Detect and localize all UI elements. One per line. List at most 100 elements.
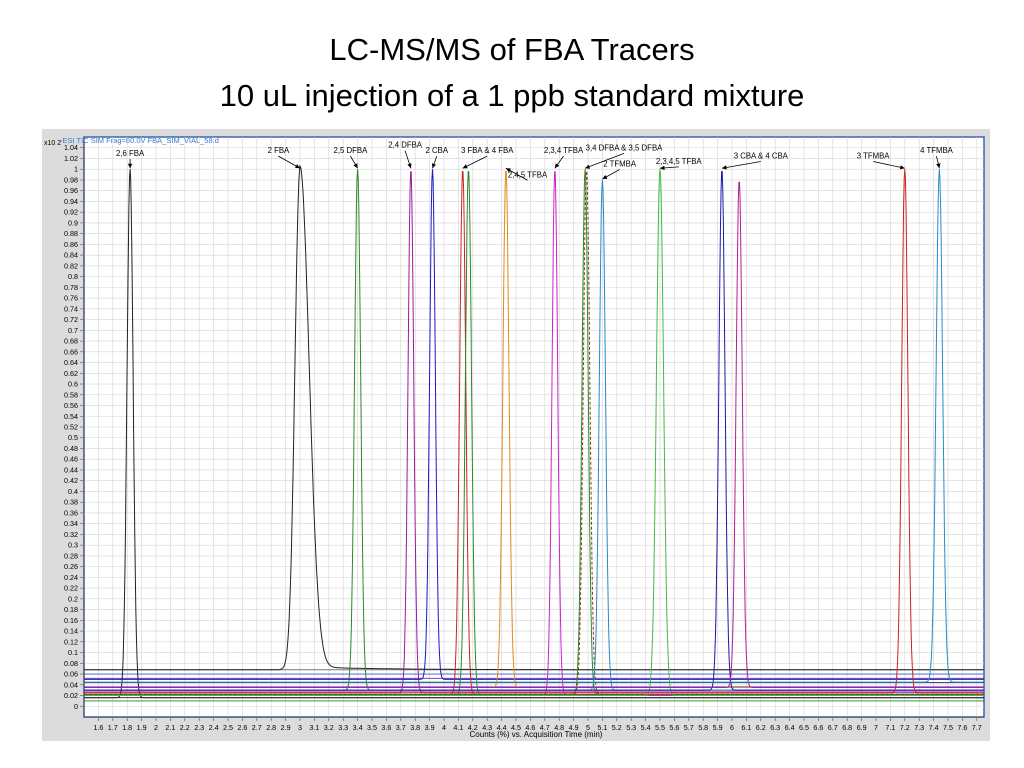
x-tick-label: 7.3 [914, 723, 924, 732]
series-line [84, 169, 984, 694]
x-tick-label: 5.9 [713, 723, 723, 732]
peak-arrowhead [127, 163, 133, 169]
y-tick-label: 0.54 [64, 412, 78, 421]
series-line [84, 181, 984, 688]
x-tick-label: 2.5 [223, 723, 233, 732]
y-tick-label: 0.72 [64, 315, 78, 324]
y-tick-label: 0.02 [64, 691, 78, 700]
axes: 1.6 1.7 1.8 1.9 2 2.1 2.2 2.3 2.4 2.5 2.6 2.7 2.8 2.9… [64, 137, 984, 732]
series-line [84, 169, 984, 683]
y-tick-label: 0.76 [64, 294, 78, 303]
x-tick-label: 3.1 [309, 723, 319, 732]
x-tick-label: 4 [442, 723, 446, 732]
y-tick-label: 0.32 [64, 530, 78, 539]
x-tick-label: 6.9 [857, 723, 867, 732]
x-tick-label: 4.6 [525, 723, 535, 732]
peak-label: 2 FBA [268, 146, 290, 155]
series-line [84, 169, 984, 695]
x-tick-label: 7.2 [900, 723, 910, 732]
peak-label: 4 TFMBA [920, 146, 954, 155]
y-tick-label: 0.92 [64, 208, 78, 217]
y-tick-label: 0.24 [64, 573, 78, 582]
y-tick-label: 0.5 [68, 433, 78, 442]
x-tick-label: 6.6 [813, 723, 823, 732]
x-tick-label: 5.3 [626, 723, 636, 732]
x-tick-label: 2 [154, 723, 158, 732]
peak-arrow [584, 153, 625, 169]
x-tick-label: 1.7 [108, 723, 118, 732]
x-tick-label: 6.7 [828, 723, 838, 732]
x-tick-label: 1.6 [93, 723, 103, 732]
peak-label: 2,3,4,5 TFBA [656, 157, 703, 166]
y-tick-label: 0.56 [64, 401, 78, 410]
peak-arrow [462, 155, 488, 169]
y-tick-label: 0.86 [64, 240, 78, 249]
x-tick-label: 2.9 [281, 723, 291, 732]
x-tick-label: 6.1 [741, 723, 751, 732]
y-tick-label: 0.82 [64, 261, 78, 270]
slide-title-line2: 10 uL injection of a 1 ppb standard mixt… [219, 78, 805, 113]
x-tick-label: 5 [586, 723, 590, 732]
x-tick-label: 4.3 [482, 723, 492, 732]
peak-arrowhead [721, 165, 727, 170]
peak-arrowhead [660, 165, 665, 171]
x-tick-label: 7.1 [885, 723, 895, 732]
x-tick-label: 4.9 [569, 723, 579, 732]
x-tick-label: 4.5 [511, 723, 521, 732]
peak-arrowhead [936, 163, 941, 169]
y-tick-label: 0.64 [64, 358, 78, 367]
y-tick-label: 0.98 [64, 175, 78, 184]
x-tick-label: 6 [730, 723, 734, 732]
peak-arrowhead [899, 165, 905, 170]
y-tick-label: 0.22 [64, 584, 78, 593]
y-tick-label: 0 [74, 702, 78, 711]
peak-arrowhead [295, 164, 300, 169]
y-tick-label: 0.36 [64, 508, 78, 517]
x-tick-label: 5.4 [641, 723, 651, 732]
y-tick-label: 0.94 [64, 197, 78, 206]
x-tick-label: 4.2 [468, 723, 478, 732]
peak-label: 2,6 FBA [116, 149, 145, 158]
x-tick-label: 5.8 [698, 723, 708, 732]
y-tick-label: 0.8 [68, 272, 78, 281]
peak-label: 2 CBA [426, 146, 449, 155]
x-tick-label: 3.4 [353, 723, 363, 732]
chromatogram-panel: 2,6 FBA 2 FBA 2,5 DFBA 2,4 DFBA 2 CBA 3 FBA &… [42, 129, 990, 741]
y-tick-label: 0.58 [64, 390, 78, 399]
peak-arrowhead [554, 163, 560, 169]
y-tick-label: 0.68 [64, 337, 78, 346]
y-tick-label: 0.18 [64, 605, 78, 614]
y-tick-label: 0.06 [64, 670, 78, 679]
y-tick-label: 0.78 [64, 283, 78, 292]
y-tick-label: 0.62 [64, 369, 78, 378]
y-tick-label: 0.46 [64, 455, 78, 464]
peak-label: 3 FBA & 4 FBA [461, 146, 514, 155]
peak-arrowhead [585, 164, 591, 169]
x-tick-label: 6.8 [842, 723, 852, 732]
y-tick-label: 0.38 [64, 498, 78, 507]
x-tick-label: 2.7 [252, 723, 262, 732]
series-line [84, 164, 984, 671]
x-tick-label: 3.7 [396, 723, 406, 732]
y-tick-label: 1.04 [64, 143, 78, 152]
peak-arrow [721, 161, 761, 169]
x-tick-label: 1.8 [122, 723, 132, 732]
x-axis-label: Counts (%) vs. Acquisition Time (min) [470, 730, 603, 739]
x-tick-label: 4.8 [554, 723, 564, 732]
x-tick-label: 3.3 [338, 723, 348, 732]
peak-arrowhead [505, 168, 511, 173]
peak-arrowhead [353, 163, 358, 169]
series-line [84, 171, 984, 691]
peak-arrowhead [407, 163, 412, 169]
y-tick-label: 0.2 [68, 594, 78, 603]
y-tick-label: 0.74 [64, 304, 78, 313]
chromatogram-series [84, 164, 984, 699]
peak-arrowhead [462, 164, 468, 169]
x-tick-label: 3 [298, 723, 302, 732]
x-tick-label: 5.5 [655, 723, 665, 732]
y-tick-label: 0.12 [64, 637, 78, 646]
x-tick-label: 2.8 [266, 723, 276, 732]
x-tick-label: 5.6 [669, 723, 679, 732]
x-tick-label: 6.2 [756, 723, 766, 732]
